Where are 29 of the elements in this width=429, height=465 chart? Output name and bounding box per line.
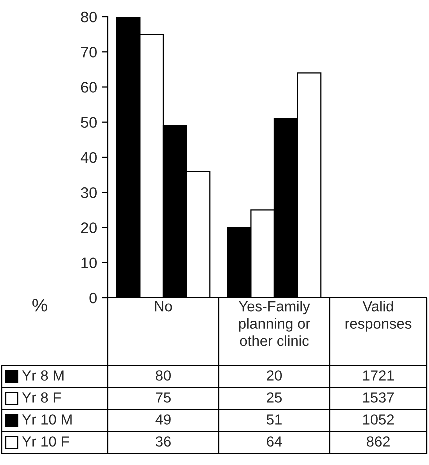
data-label: 20 <box>267 370 282 381</box>
y-tick-label: 40 <box>80 152 97 164</box>
data-label: 80 <box>156 370 172 381</box>
y-tick-label: 0 <box>90 292 97 304</box>
data-label: 75 <box>156 392 171 403</box>
y-tick-label: 30 <box>81 187 97 198</box>
y-tick-label: 80 <box>81 12 97 23</box>
data-label: 25 <box>267 392 282 403</box>
y-axis-title: % <box>32 299 48 312</box>
text: Valid responses <box>346 301 412 332</box>
x-tick-label: Yes-Family planning or other clinic <box>239 301 310 346</box>
y-tick-label: 60 <box>81 82 97 93</box>
y-tick-label: 70 <box>81 46 97 58</box>
data-label: 36 <box>156 436 171 447</box>
legend-label: Yr 10 F <box>22 436 70 447</box>
text: 862 <box>366 436 390 447</box>
text: 1052 <box>363 414 394 425</box>
data-label: 64 <box>267 436 282 447</box>
y-tick-label: 20 <box>81 222 97 234</box>
text: 1537 <box>363 392 394 403</box>
legend-label: Yr 10 M <box>22 414 72 425</box>
legend-label: Yr 8 F <box>22 392 62 403</box>
data-label: 51 <box>266 414 282 425</box>
text: 1721 <box>363 370 394 381</box>
data-label: 49 <box>156 414 171 425</box>
legend-label: Yr 8 M <box>22 370 64 381</box>
y-tick-label: 50 <box>81 117 97 128</box>
y-tick-label: 10 <box>82 258 97 269</box>
x-tick-label: No <box>155 302 172 312</box>
